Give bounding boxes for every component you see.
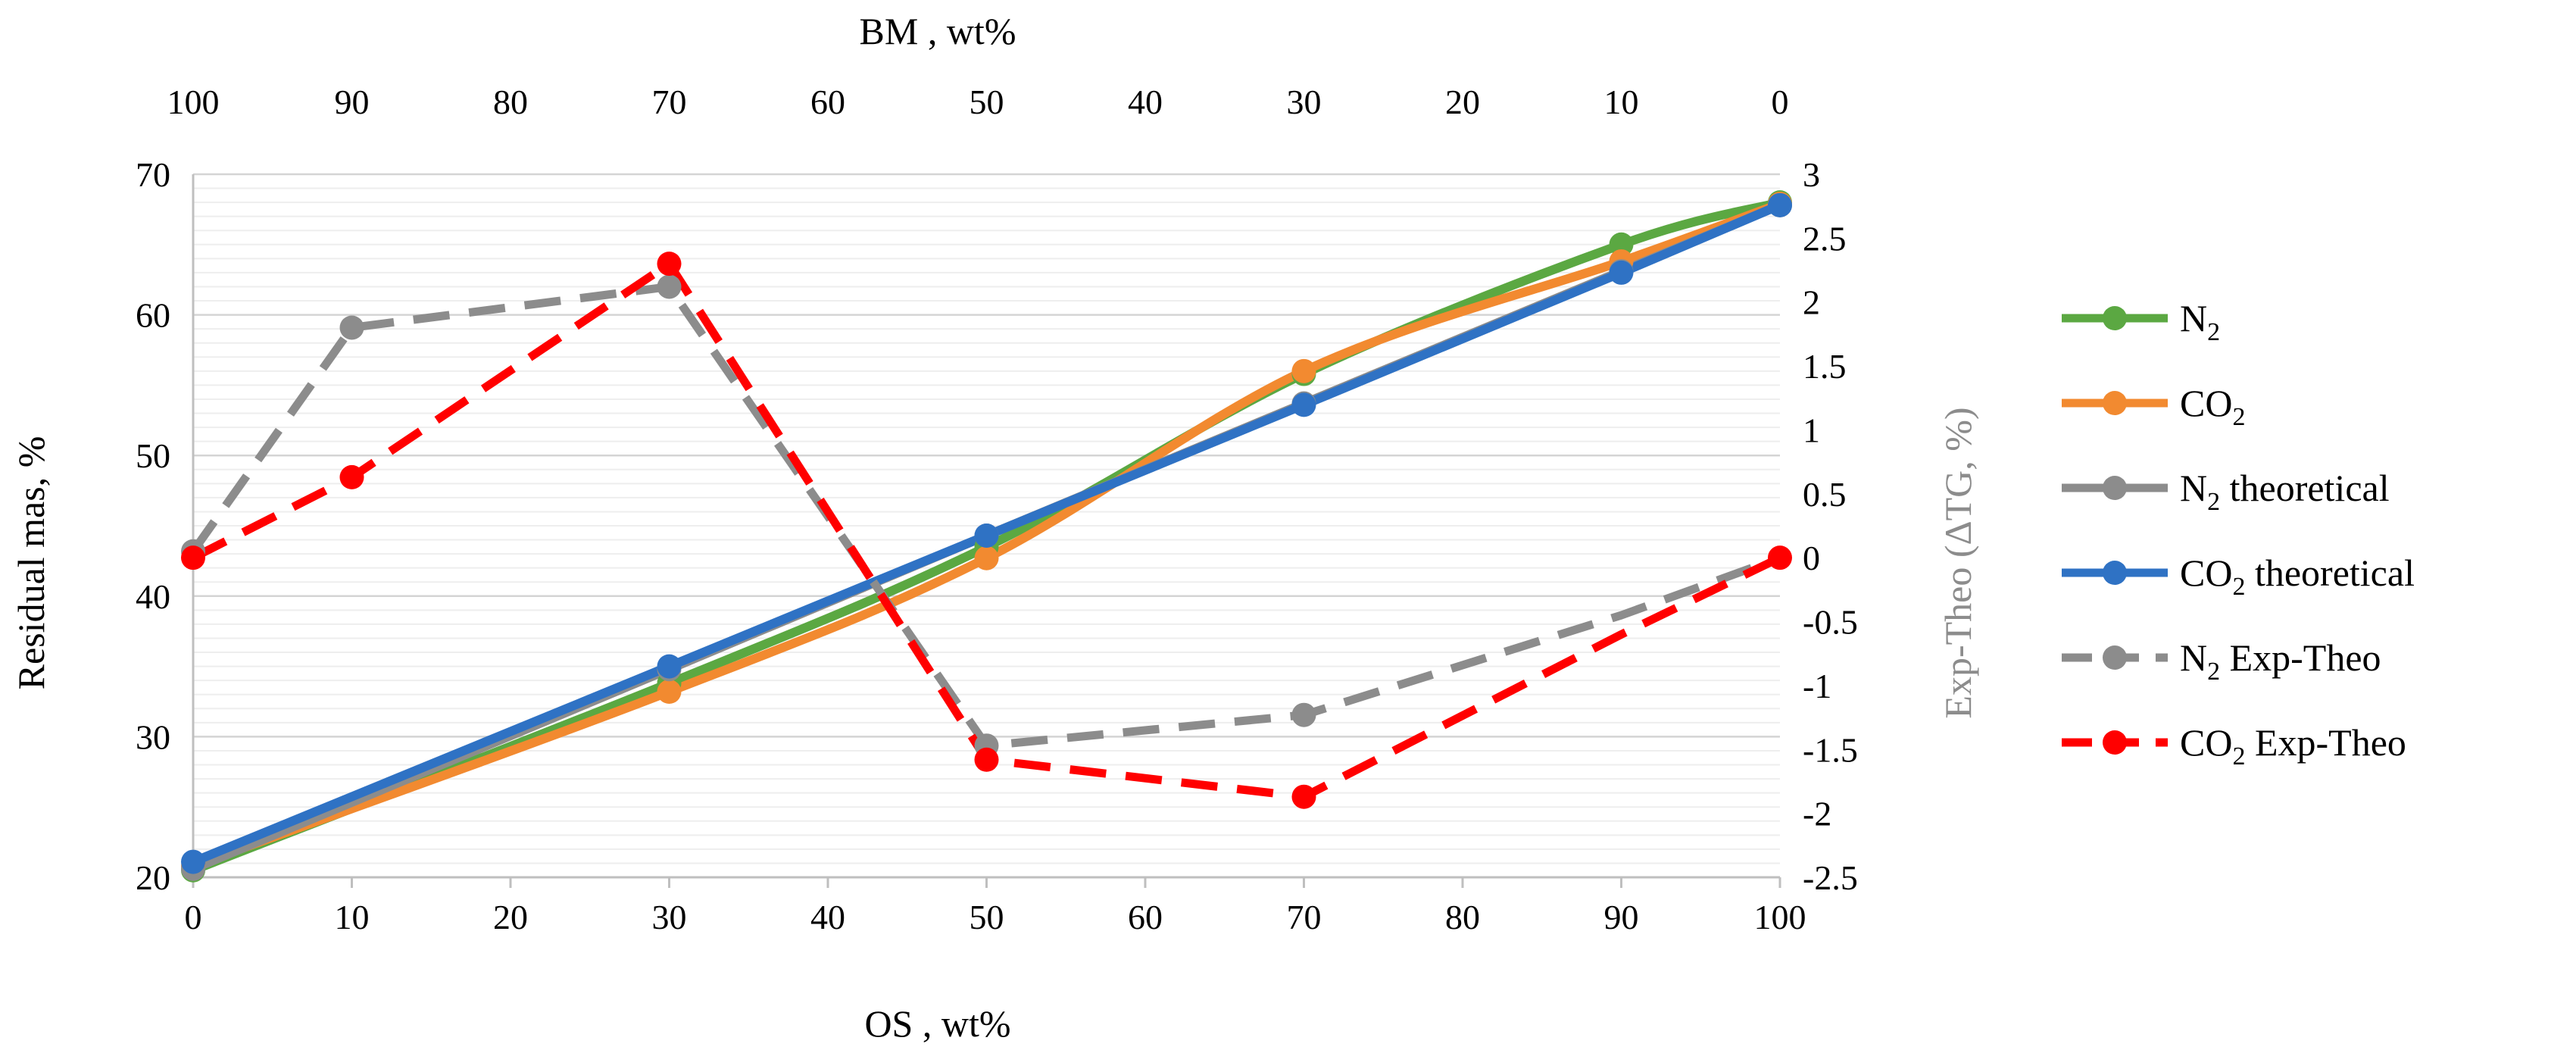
legend-label-1: CO2 (2180, 382, 2245, 431)
series-1-point (974, 545, 999, 570)
y-right-tick-label: 0.5 (1803, 475, 1847, 514)
y-right-tick-label: 0 (1803, 539, 1820, 577)
x-top-tick-label: 70 (652, 83, 687, 121)
series-4-point (339, 315, 364, 340)
series-3-point (1768, 192, 1792, 217)
x-top-tick-label: 60 (810, 83, 845, 121)
legend-swatch-marker-4 (2103, 645, 2127, 670)
legend-label-5: CO2 Exp-Theo (2180, 721, 2406, 770)
series-5-point (339, 464, 364, 489)
y-left-tick-label: 30 (136, 717, 170, 756)
series-markers (181, 190, 1792, 883)
y-right-axis-title: Exp-Theo (ΔTG, %) (1937, 407, 1979, 718)
legend-swatch-marker-0 (2103, 306, 2127, 330)
series-5-point (1291, 784, 1316, 809)
legend-label-2: N2 theoretical (2180, 467, 2390, 516)
x-top-tick-label: 0 (1772, 83, 1789, 121)
legend-swatch-marker-5 (2103, 730, 2127, 755)
x-top-tick-label: 80 (493, 83, 528, 121)
y-left-tick-label: 20 (136, 858, 170, 897)
y-right-tick-label: 3 (1803, 155, 1820, 194)
series-3-point (1609, 260, 1634, 285)
y-left-tick-label: 70 (136, 155, 170, 194)
series-3-point (181, 849, 205, 874)
x-bottom-tick-label: 30 (652, 898, 687, 936)
series-5-point (974, 747, 999, 772)
y-right-tick-label: -2.5 (1803, 858, 1858, 897)
series-3-point (657, 654, 682, 679)
x-bottom-tick-label: 90 (1604, 898, 1639, 936)
x-bottom-tick-label: 70 (1287, 898, 1322, 936)
y-right-tick-label: -0.5 (1803, 603, 1858, 642)
series-4-point (657, 274, 682, 299)
series-5-point (657, 252, 682, 277)
legend-label-4: N2 Exp-Theo (2180, 636, 2381, 686)
x-bottom-tick-label: 100 (1754, 898, 1806, 936)
legend-label-3: CO2 theoretical (2180, 552, 2415, 601)
series-4-point (1291, 702, 1316, 727)
series-1-point (657, 680, 682, 705)
legend-swatch-marker-1 (2103, 391, 2127, 415)
y-right-tick-label: 1 (1803, 411, 1820, 449)
x-bottom-tick-label: 80 (1445, 898, 1480, 936)
x-bottom-tick-label: 0 (185, 898, 202, 936)
x-top-tick-label: 10 (1604, 83, 1639, 121)
x-top-tick-label: 100 (167, 83, 220, 121)
x-top-tick-label: 20 (1445, 83, 1480, 121)
x-bottom-axis-title: OS , wt% (864, 1002, 1010, 1045)
x-bottom-tick-label: 60 (1128, 898, 1163, 936)
series-3-point (974, 523, 999, 548)
x-bottom-tick-label: 20 (493, 898, 528, 936)
x-top-tick-label: 50 (970, 83, 1004, 121)
series-3-point (1291, 392, 1316, 417)
legend-swatch-marker-3 (2103, 561, 2127, 585)
legend-label-0: N2 (2180, 297, 2220, 346)
y-left-axis-title: Residual mas, % (10, 436, 52, 690)
series-5-point (181, 545, 205, 570)
y-left-tick-label: 60 (136, 296, 170, 335)
y-right-tick-label: -2 (1803, 795, 1831, 833)
y-right-tick-label: -1.5 (1803, 730, 1858, 769)
y-left-tick-label: 40 (136, 577, 170, 616)
x-top-tick-label: 30 (1287, 83, 1322, 121)
x-top-axis-title: BM , wt% (860, 10, 1016, 52)
legend-swatch-marker-2 (2103, 476, 2127, 500)
x-bottom-tick-label: 50 (970, 898, 1004, 936)
series-1-point (1291, 358, 1316, 383)
series-5-point (1768, 545, 1792, 570)
y-right-tick-label: 1.5 (1803, 347, 1847, 386)
y-right-tick-label: -1 (1803, 667, 1831, 705)
legend: N2 CO2 N2 theoretical CO2 theoretical N2 Exp… (2062, 297, 2415, 770)
x-top-tick-label: 90 (335, 83, 370, 121)
x-bottom-tick-label: 10 (335, 898, 370, 936)
series-line-1 (191, 199, 1782, 870)
y-left-tick-label: 50 (136, 436, 170, 475)
series-0-point (1609, 232, 1634, 257)
x-bottom-tick-label: 40 (810, 898, 845, 936)
y-right-tick-label: 2 (1803, 283, 1820, 322)
x-top-tick-label: 40 (1128, 83, 1163, 121)
series-line-3 (191, 201, 1782, 867)
y-right-tick-label: 2.5 (1803, 219, 1847, 258)
